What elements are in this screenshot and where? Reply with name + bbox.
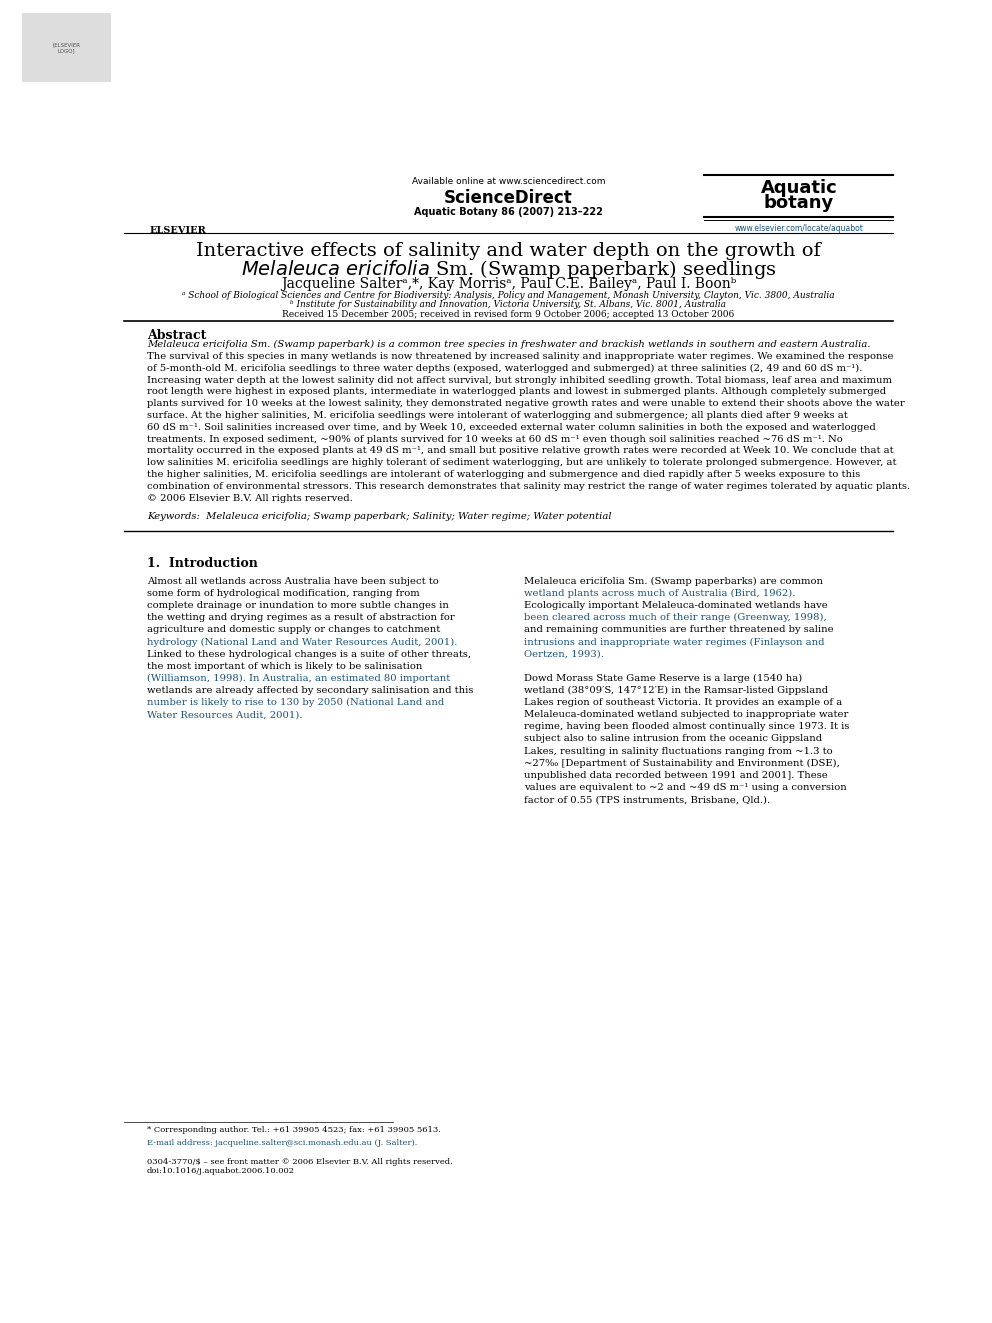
Text: of 5-month-old M. ericifolia seedlings to three water depths (exposed, waterlogg: of 5-month-old M. ericifolia seedlings t…: [147, 364, 862, 373]
Text: Lakes, resulting in salinity fluctuations ranging from ~1.3 to: Lakes, resulting in salinity fluctuation…: [524, 746, 832, 755]
Text: 0304-3770/$ – see front matter © 2006 Elsevier B.V. All rights reserved.: 0304-3770/$ – see front matter © 2006 El…: [147, 1158, 452, 1166]
Text: (Williamson, 1998). In Australia, an estimated 80 important: (Williamson, 1998). In Australia, an est…: [147, 673, 450, 683]
Text: Ecologically important Melaleuca-dominated wetlands have: Ecologically important Melaleuca-dominat…: [524, 601, 827, 610]
Text: subject also to saline intrusion from the oceanic Gippsland: subject also to saline intrusion from th…: [524, 734, 822, 744]
Text: combination of environmental stressors. This research demonstrates that salinity: combination of environmental stressors. …: [147, 482, 911, 491]
Text: the higher salinities, M. ericifolia seedlings are intolerant of waterlogging an: the higher salinities, M. ericifolia see…: [147, 470, 860, 479]
Text: ~27‰ [Department of Sustainability and Environment (DSE),: ~27‰ [Department of Sustainability and E…: [524, 758, 839, 767]
Text: values are equivalent to ~2 and ~49 dS m⁻¹ using a conversion: values are equivalent to ~2 and ~49 dS m…: [524, 783, 846, 792]
Text: complete drainage or inundation to more subtle changes in: complete drainage or inundation to more …: [147, 601, 449, 610]
Text: intrusions and inappropriate water regimes (Finlayson and: intrusions and inappropriate water regim…: [524, 638, 824, 647]
Text: ScienceDirect: ScienceDirect: [444, 189, 572, 208]
Text: Oertzen, 1993).: Oertzen, 1993).: [524, 650, 604, 659]
Text: Available online at www.sciencedirect.com: Available online at www.sciencedirect.co…: [412, 177, 605, 187]
Text: and remaining communities are further threatened by saline: and remaining communities are further th…: [524, 626, 833, 634]
Text: root length were highest in exposed plants, intermediate in waterlogged plants a: root length were highest in exposed plan…: [147, 388, 886, 397]
Text: treatments. In exposed sediment, ~90% of plants survived for 10 weeks at 60 dS m: treatments. In exposed sediment, ~90% of…: [147, 435, 843, 443]
Text: Interactive effects of salinity and water depth on the growth of: Interactive effects of salinity and wate…: [196, 242, 820, 261]
Text: Melaleuca ericifolia Sm. (Swamp paperbark) is a common tree species in freshwate: Melaleuca ericifolia Sm. (Swamp paperbar…: [147, 340, 871, 349]
Text: plants survived for 10 weeks at the lowest salinity, they demonstrated negative : plants survived for 10 weeks at the lowe…: [147, 400, 905, 409]
Text: been cleared across much of their range (Greenway, 1998),: been cleared across much of their range …: [524, 613, 826, 622]
Text: Aquatic: Aquatic: [761, 179, 837, 197]
Text: Abstract: Abstract: [147, 329, 206, 341]
Text: $\mathit{Melaleuca\ ericifolia}$ Sm. (Swamp paperbark) seedlings: $\mathit{Melaleuca\ ericifolia}$ Sm. (Sw…: [241, 258, 776, 280]
Text: wetland plants across much of Australia (Bird, 1962).: wetland plants across much of Australia …: [524, 589, 796, 598]
Text: low salinities M. ericifolia seedlings are highly tolerant of sediment waterlogg: low salinities M. ericifolia seedlings a…: [147, 458, 897, 467]
Text: mortality occurred in the exposed plants at 49 dS m⁻¹, and small but positive re: mortality occurred in the exposed plants…: [147, 446, 894, 455]
Text: Received 15 December 2005; received in revised form 9 October 2006; accepted 13 : Received 15 December 2005; received in r…: [283, 310, 734, 319]
Text: the wetting and drying regimes as a result of abstraction for: the wetting and drying regimes as a resu…: [147, 613, 454, 622]
Text: doi:10.1016/j.aquabot.2006.10.002: doi:10.1016/j.aquabot.2006.10.002: [147, 1167, 295, 1175]
Text: factor of 0.55 (TPS instruments, Brisbane, Qld.).: factor of 0.55 (TPS instruments, Brisban…: [524, 795, 770, 804]
Text: wetlands are already affected by secondary salinisation and this: wetlands are already affected by seconda…: [147, 685, 473, 695]
Text: Jacqueline Salterᵃ,*, Kay Morrisᵃ, Paul C.E. Baileyᵃ, Paul I. Boonᵇ: Jacqueline Salterᵃ,*, Kay Morrisᵃ, Paul …: [281, 277, 736, 291]
Text: [ELSEVIER
LOGO]: [ELSEVIER LOGO]: [53, 42, 80, 53]
Text: ᵃ School of Biological Sciences and Centre for Biodiversity: Analysis, Policy an: ᵃ School of Biological Sciences and Cent…: [183, 291, 834, 300]
Text: Melaleuca ericifolia Sm. (Swamp paperbarks) are common: Melaleuca ericifolia Sm. (Swamp paperbar…: [524, 577, 822, 586]
Text: Dowd Morass State Game Reserve is a large (1540 ha): Dowd Morass State Game Reserve is a larg…: [524, 673, 802, 683]
Text: 60 dS m⁻¹. Soil salinities increased over time, and by Week 10, exceeded externa: 60 dS m⁻¹. Soil salinities increased ove…: [147, 423, 876, 431]
Text: ELSEVIER: ELSEVIER: [150, 226, 206, 235]
Text: agriculture and domestic supply or changes to catchment: agriculture and domestic supply or chang…: [147, 626, 440, 634]
Text: number is likely to rise to 130 by 2050 (National Land and: number is likely to rise to 130 by 2050 …: [147, 699, 444, 708]
Text: ᵇ Institute for Sustainability and Innovation, Victoria University, St. Albans, : ᵇ Institute for Sustainability and Innov…: [291, 300, 726, 310]
Text: 1.  Introduction: 1. Introduction: [147, 557, 258, 570]
Text: © 2006 Elsevier B.V. All rights reserved.: © 2006 Elsevier B.V. All rights reserved…: [147, 493, 353, 503]
Text: * Corresponding author. Tel.: +61 39905 4523; fax: +61 39905 5613.: * Corresponding author. Tel.: +61 39905 …: [147, 1126, 440, 1134]
Text: Melaleuca-dominated wetland subjected to inappropriate water: Melaleuca-dominated wetland subjected to…: [524, 710, 848, 720]
Text: unpublished data recorded between 1991 and 2001]. These: unpublished data recorded between 1991 a…: [524, 771, 827, 779]
Text: Linked to these hydrological changes is a suite of other threats,: Linked to these hydrological changes is …: [147, 650, 471, 659]
Text: Water Resources Audit, 2001).: Water Resources Audit, 2001).: [147, 710, 303, 720]
Text: The survival of this species in many wetlands is now threatened by increased sal: The survival of this species in many wet…: [147, 352, 894, 361]
Text: wetland (38°09′S, 147°12′E) in the Ramsar-listed Gippsland: wetland (38°09′S, 147°12′E) in the Ramsa…: [524, 685, 828, 695]
Text: hydrology (National Land and Water Resources Audit, 2001).: hydrology (National Land and Water Resou…: [147, 638, 457, 647]
Text: Almost all wetlands across Australia have been subject to: Almost all wetlands across Australia hav…: [147, 577, 438, 586]
Text: Increasing water depth at the lowest salinity did not affect survival, but stron: Increasing water depth at the lowest sal…: [147, 376, 892, 385]
Text: botany: botany: [764, 194, 834, 213]
Text: surface. At the higher salinities, M. ericifolia seedlings were intolerant of wa: surface. At the higher salinities, M. er…: [147, 411, 848, 419]
Text: Aquatic Botany 86 (2007) 213–222: Aquatic Botany 86 (2007) 213–222: [414, 206, 603, 217]
Text: www.elsevier.com/locate/aquabot: www.elsevier.com/locate/aquabot: [734, 224, 863, 233]
Text: E-mail address: jacqueline.salter@sci.monash.edu.au (J. Salter).: E-mail address: jacqueline.salter@sci.mo…: [147, 1139, 418, 1147]
Text: regime, having been flooded almost continually since 1973. It is: regime, having been flooded almost conti…: [524, 722, 849, 732]
Text: the most important of which is likely to be salinisation: the most important of which is likely to…: [147, 662, 423, 671]
Text: some form of hydrological modification, ranging from: some form of hydrological modification, …: [147, 589, 420, 598]
Text: Keywords:  Melaleuca ericifolia; Swamp paperbark; Salinity; Water regime; Water : Keywords: Melaleuca ericifolia; Swamp pa…: [147, 512, 612, 521]
Text: Lakes region of southeast Victoria. It provides an example of a: Lakes region of southeast Victoria. It p…: [524, 699, 842, 706]
